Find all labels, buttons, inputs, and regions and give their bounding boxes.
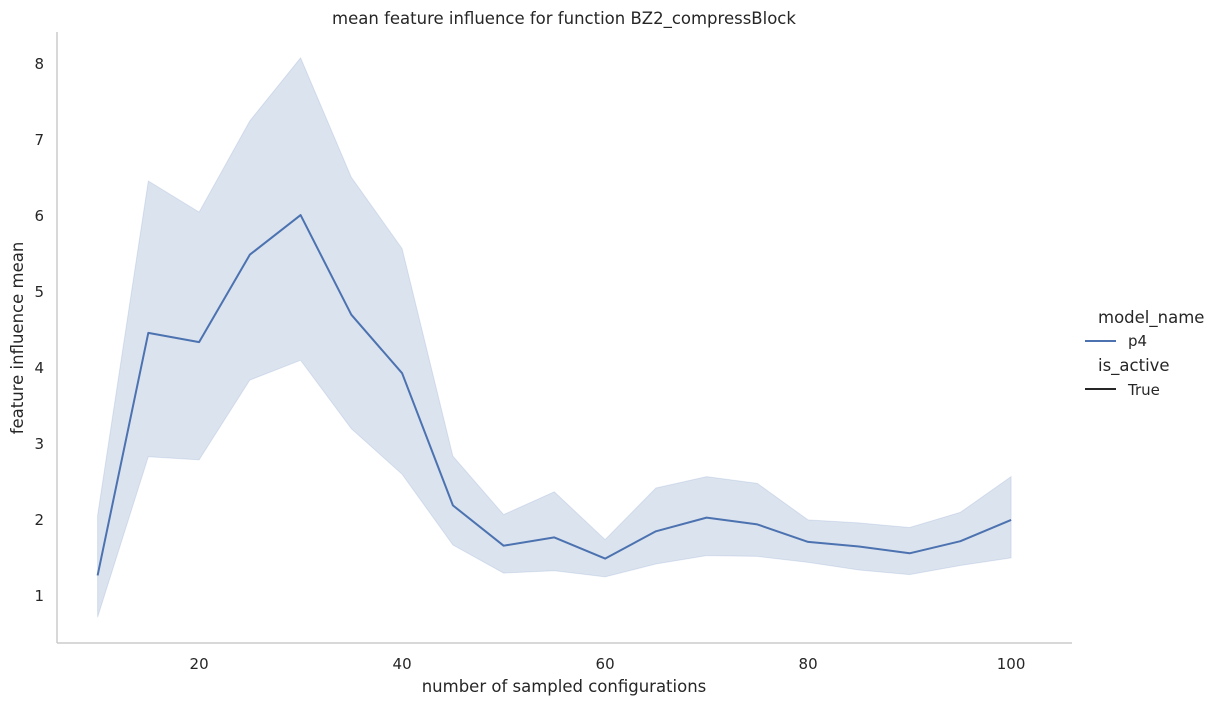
y-axis-title: feature influence mean — [8, 242, 27, 435]
legend: model_name p4 is_active True — [1085, 308, 1204, 399]
x-tick-label: 100 — [997, 655, 1026, 673]
y-tick-labels: 1 2 3 4 5 6 7 8 — [34, 55, 44, 605]
x-tick-label: 20 — [190, 655, 209, 673]
x-tick-labels: 20 40 60 80 100 — [190, 655, 1026, 673]
y-tick-label: 2 — [34, 511, 44, 529]
legend-label-p4: p4 — [1128, 332, 1147, 350]
y-tick-label: 5 — [34, 283, 44, 301]
x-tick-label: 80 — [799, 655, 818, 673]
plot-area — [96, 56, 1012, 618]
legend-title-model-name: model_name — [1098, 308, 1204, 328]
x-axis-title: number of sampled configurations — [422, 677, 707, 696]
x-tick-label: 60 — [596, 655, 615, 673]
x-tick-label: 40 — [393, 655, 412, 673]
y-tick-label: 4 — [34, 359, 44, 377]
chart-title: mean feature influence for function BZ2_… — [332, 9, 796, 29]
y-tick-label: 3 — [34, 435, 44, 453]
y-tick-label: 7 — [34, 131, 44, 149]
y-tick-label: 8 — [34, 55, 44, 73]
confidence-band-p4 — [97, 56, 1012, 618]
legend-label-true: True — [1127, 381, 1160, 399]
legend-title-is-active: is_active — [1098, 356, 1170, 376]
series-line-p4 — [96, 214, 1012, 576]
y-tick-label: 6 — [34, 207, 44, 225]
y-tick-label: 1 — [34, 587, 44, 605]
